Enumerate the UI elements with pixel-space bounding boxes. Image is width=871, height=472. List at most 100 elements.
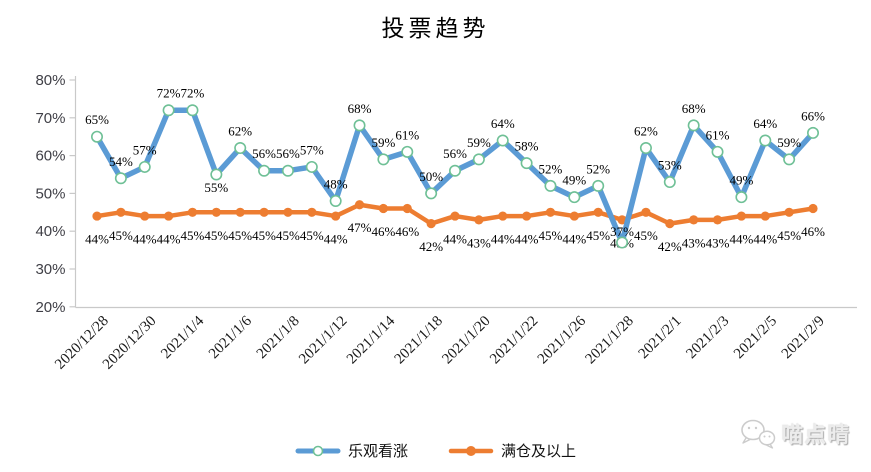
data-point-marker (331, 211, 341, 221)
y-axis-label: 30% (35, 261, 65, 278)
y-axis-label: 50% (35, 185, 65, 202)
data-label: 68% (682, 101, 706, 116)
data-label: 45% (181, 228, 205, 243)
data-point-marker (711, 145, 724, 158)
data-label: 44% (515, 232, 539, 247)
data-label: 43% (706, 235, 730, 250)
data-point-marker (569, 211, 579, 221)
data-point-marker (687, 119, 700, 132)
data-label: 45% (204, 228, 228, 243)
legend-swatch-filled-circle (448, 445, 494, 456)
data-label: 37% (610, 224, 634, 239)
legend-item-optimistic: 乐观看涨 (295, 440, 408, 461)
data-label: 45% (586, 228, 610, 243)
data-point-marker (187, 207, 198, 217)
data-point-marker (784, 207, 794, 217)
data-point-marker (235, 207, 245, 217)
data-point-marker (164, 211, 174, 221)
legend-label-optimistic: 乐观看涨 (347, 444, 408, 460)
x-axis-label: 2021/1/26 (535, 313, 590, 368)
data-label: 61% (395, 127, 419, 142)
data-label: 43% (682, 235, 706, 250)
data-label: 56% (276, 146, 300, 161)
wechat-icon (741, 419, 776, 449)
data-point-marker (281, 164, 294, 177)
x-axis-label: 2021/1/6 (206, 313, 255, 362)
data-point-marker (808, 203, 818, 214)
x-axis-label: 2021/2/5 (731, 313, 780, 362)
data-label: 47% (348, 220, 372, 235)
data-point-marker (472, 153, 485, 166)
data-point-marker (617, 215, 627, 225)
x-axis-label: 2021/1/20 (439, 313, 493, 367)
data-point-marker (663, 176, 676, 189)
data-label: 48% (324, 176, 348, 191)
data-label: 64% (753, 116, 777, 131)
data-point-marker (496, 134, 509, 147)
data-label: 57% (133, 142, 157, 157)
data-label: 45% (276, 228, 300, 243)
data-point-marker (449, 164, 462, 177)
data-point-marker (378, 203, 389, 214)
data-point-marker (568, 191, 581, 204)
data-label: 58% (515, 139, 539, 154)
x-axis-label: 2021/1/28 (583, 313, 637, 367)
y-axis-label: 70% (35, 110, 65, 127)
data-label: 46% (371, 224, 395, 239)
data-point-marker (116, 207, 126, 217)
data-point-marker (401, 145, 414, 158)
data-label: 64% (491, 116, 515, 131)
data-label: 44% (491, 232, 515, 247)
data-point-marker (211, 207, 221, 217)
data-point-marker (140, 211, 150, 221)
data-label: 44% (443, 232, 467, 247)
data-label: 54% (109, 154, 133, 169)
y-axis-label: 20% (35, 299, 65, 316)
x-axis-label: 2021/1/4 (158, 313, 207, 362)
data-point-marker (307, 207, 317, 217)
data-label: 44% (85, 232, 109, 247)
data-label: 45% (777, 228, 801, 243)
data-point-marker (329, 194, 342, 207)
data-label: 45% (109, 228, 133, 243)
data-label: 45% (228, 228, 252, 243)
data-label: 45% (634, 228, 658, 243)
legend-swatch-open-circle (295, 445, 341, 456)
data-label: 68% (348, 101, 372, 116)
legend-marker-open-circle (312, 445, 324, 456)
data-label: 45% (252, 228, 276, 243)
data-point-marker (234, 142, 247, 155)
data-point-marker (520, 157, 533, 170)
data-label: 46% (801, 224, 825, 239)
data-point-marker (162, 104, 175, 117)
data-point-marker (450, 211, 460, 221)
data-label: 44% (562, 232, 586, 247)
data-point-marker (641, 207, 651, 217)
data-point-marker (807, 126, 820, 139)
data-point-marker (498, 211, 508, 221)
data-point-marker (91, 130, 104, 143)
chart-title: 投票趋势 (381, 16, 490, 41)
data-point-marker (425, 187, 438, 200)
x-axis-label: 2021/2/3 (683, 313, 732, 362)
data-label: 44% (753, 232, 777, 247)
data-point-marker (736, 211, 747, 221)
data-point-marker (665, 219, 675, 229)
x-axis-label: 2021/1/12 (296, 313, 350, 367)
y-axis-label: 60% (35, 148, 65, 165)
data-label: 62% (634, 124, 658, 139)
data-point-marker (354, 200, 365, 210)
data-label: 72% (157, 86, 181, 101)
data-label: 53% (658, 158, 682, 173)
data-point-marker (210, 168, 223, 181)
legend-item-full-position: 满仓及以上 (448, 440, 576, 461)
data-label: 52% (539, 161, 563, 176)
data-label: 42% (419, 239, 443, 254)
data-point-marker (305, 160, 318, 173)
y-axis-label: 80% (35, 72, 65, 89)
data-label: 65% (85, 112, 109, 127)
x-axis-label: 2021/2/9 (779, 313, 828, 362)
legend-label-full-position: 满仓及以上 (501, 444, 577, 460)
data-point-marker (616, 236, 629, 249)
